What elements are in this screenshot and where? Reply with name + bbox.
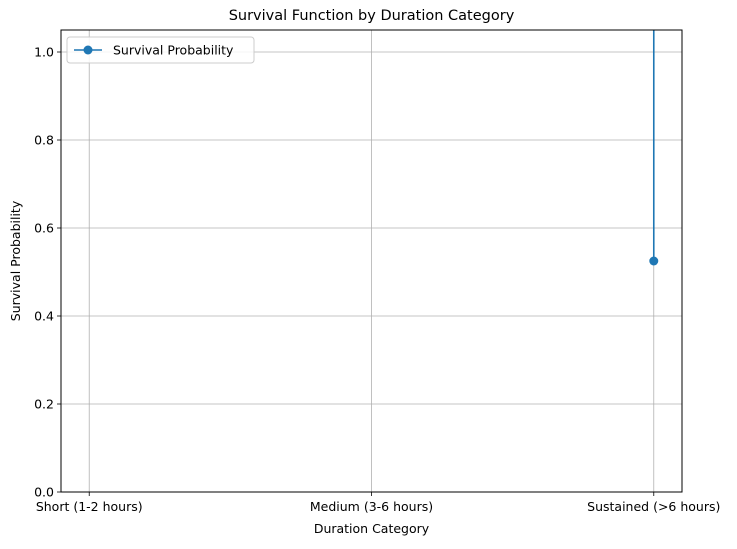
y-tick-label: 0.2 — [34, 397, 54, 412]
y-tick-label: 0.8 — [34, 133, 54, 148]
series-layer — [649, 30, 659, 266]
y-tick-label: 0.6 — [34, 221, 54, 236]
data-point — [649, 256, 659, 266]
chart-title: Survival Function by Duration Category — [229, 8, 515, 24]
axis-layer: Short (1-2 hours) Medium (3-6 hours) Susta… — [34, 45, 720, 515]
y-tick-label: 1.0 — [34, 45, 54, 60]
legend: Survival Probability — [66, 36, 255, 64]
x-tick-label: Short (1-2 hours) — [36, 499, 143, 514]
legend-box — [66, 36, 255, 64]
y-tick-label: 0.0 — [34, 485, 54, 500]
legend-marker — [83, 45, 93, 55]
legend-label: Survival Probability — [113, 43, 234, 58]
y-axis-label: Survival Probability — [8, 200, 23, 321]
x-tick-label: Medium (3-6 hours) — [310, 499, 433, 514]
grid-layer — [61, 30, 682, 493]
x-axis-label: Duration Category — [314, 521, 430, 536]
x-tick-label: Sustained (>6 hours) — [587, 499, 720, 514]
y-tick-label: 0.4 — [34, 309, 54, 324]
